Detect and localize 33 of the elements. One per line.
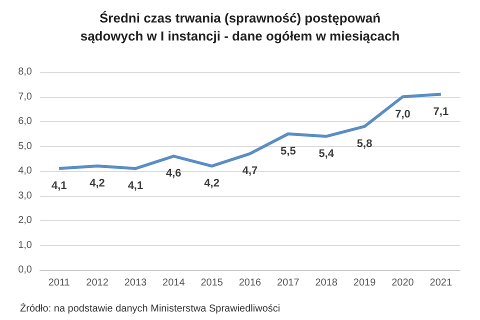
chart-title: Średni czas trwania (sprawność) postępowań sądowych w I instancji - dane ogółem w miesiącach — [80, 10, 400, 44]
y-tick-label: 5,0 — [18, 140, 32, 152]
x-tick-label: 2013 — [124, 278, 148, 288]
text: Źródło: na podstawie danych Ministerstwa Sprawiedliwości — [20, 302, 280, 314]
y-tick-label: 6,0 — [18, 116, 32, 127]
y-tick-label: 7,0 — [18, 91, 32, 102]
data-label: 4,6 — [166, 168, 182, 180]
data-label: 4,1 — [128, 180, 144, 192]
y-tick-label: 1,0 — [18, 240, 32, 251]
x-tick-label: 2018 — [315, 278, 338, 288]
data-label: 5,5 — [280, 145, 296, 158]
y-tick-label: 3,0 — [18, 190, 32, 202]
y-tick-label: 0,0 — [18, 264, 32, 276]
x-tick-label: 2011 — [48, 278, 70, 288]
x-tick-label: 2016 — [238, 278, 262, 288]
x-tick-label: 2015 — [200, 278, 224, 288]
x-tick-label: 2017 — [277, 278, 300, 288]
x-tick-label: 2019 — [353, 278, 376, 288]
data-label: 4,7 — [242, 165, 258, 178]
x-tick-label: 2021 — [430, 278, 452, 288]
data-label: 4,1 — [51, 180, 67, 192]
x-tick-label: 2014 — [162, 278, 186, 288]
data-label: 7,0 — [395, 108, 410, 120]
x-tick-label: 2020 — [392, 278, 414, 288]
data-label: 7,1 — [433, 106, 449, 118]
data-label: 5,8 — [356, 138, 372, 150]
y-tick-label: 2,0 — [18, 215, 32, 226]
data-label: 5,4 — [318, 148, 335, 160]
data-label: 4,2 — [90, 178, 105, 190]
y-tick-label: 8,0 — [18, 66, 32, 78]
y-tick-label: 4,0 — [18, 166, 32, 176]
x-tick-label: 2012 — [86, 278, 109, 288]
data-label: 4,2 — [204, 178, 220, 190]
